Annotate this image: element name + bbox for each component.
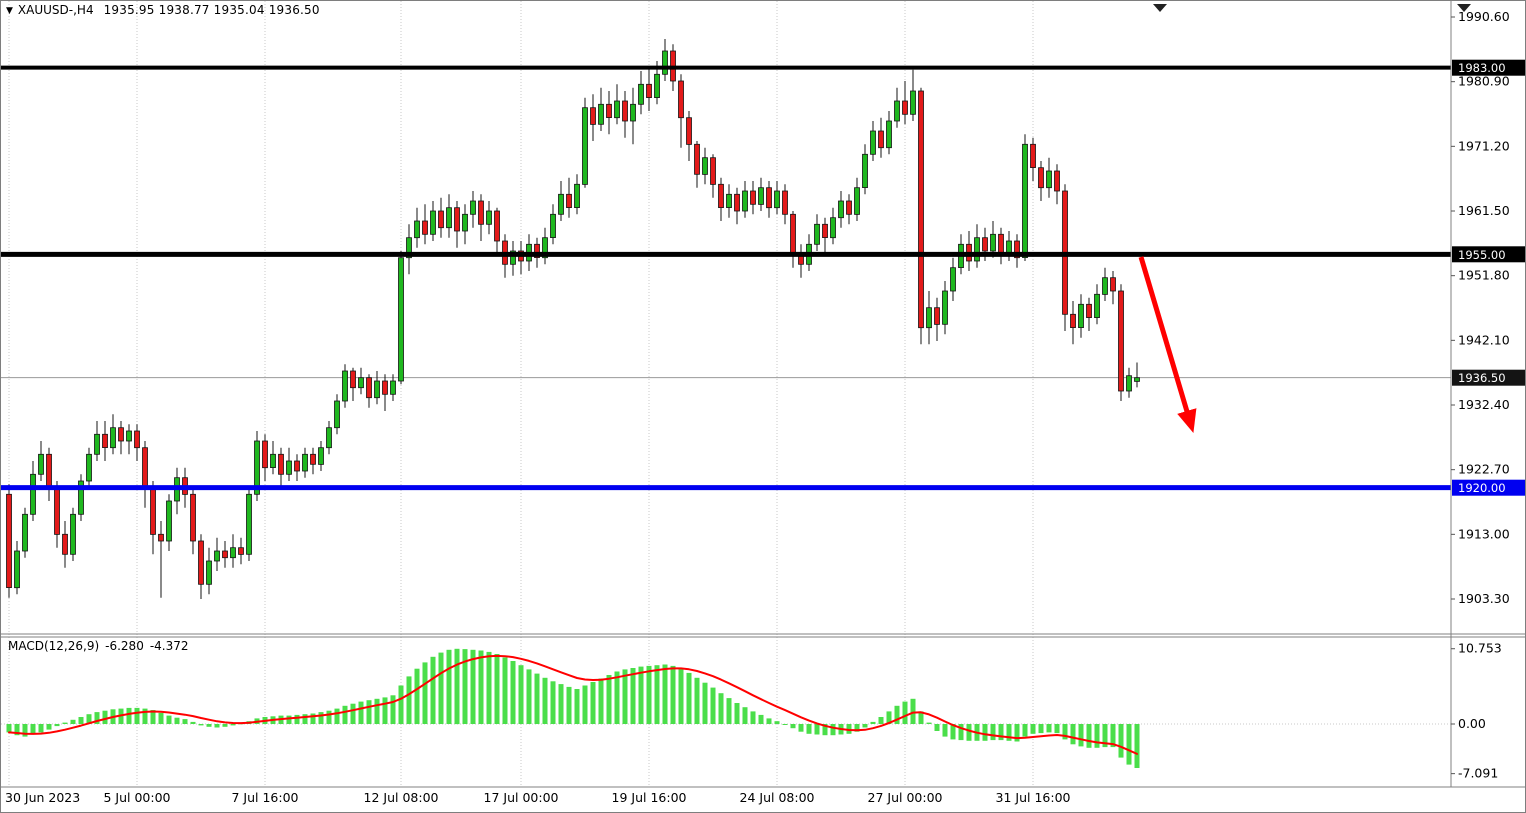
svg-text:0.00: 0.00 xyxy=(1458,716,1486,731)
svg-text:-7.091: -7.091 xyxy=(1458,766,1498,781)
svg-text:1951.80: 1951.80 xyxy=(1458,268,1510,283)
svg-text:1932.40: 1932.40 xyxy=(1458,397,1510,412)
axis-corner-marker xyxy=(1457,4,1471,12)
svg-text:5 Jul 00:00: 5 Jul 00:00 xyxy=(103,790,170,805)
symbol-ohlc-header: ▼ XAUUSD-,H4 1935.95 1938.77 1935.04 1936.… xyxy=(6,3,320,17)
svg-text:1936.50: 1936.50 xyxy=(1458,371,1506,385)
macd-signal-line xyxy=(8,654,1138,755)
svg-text:27 Jul 00:00: 27 Jul 00:00 xyxy=(868,790,943,805)
price-axis[interactable]: 1990.60 1980.90 1971.20 1961.50 1951.80 1942.… xyxy=(1451,9,1526,606)
svg-text:24 Jul 08:00: 24 Jul 08:00 xyxy=(740,790,815,805)
svg-text:1990.60: 1990.60 xyxy=(1458,9,1510,24)
svg-text:17 Jul 00:00: 17 Jul 00:00 xyxy=(484,790,559,805)
macd-histogram xyxy=(6,648,1140,768)
svg-text:1971.20: 1971.20 xyxy=(1458,138,1510,153)
svg-text:1983.00: 1983.00 xyxy=(1458,61,1506,75)
symbol-period-label: XAUUSD-,H4 xyxy=(17,3,94,17)
candles-layer xyxy=(6,39,1140,599)
macd-axis: 10.753 0.00 -7.091 xyxy=(1451,641,1502,781)
grid-layer xyxy=(1,1,1451,787)
svg-text:30 Jun 2023: 30 Jun 2023 xyxy=(5,790,80,805)
time-axis[interactable]: 30 Jun 2023 5 Jul 00:00 7 Jul 16:00 12 Jul … xyxy=(5,790,1071,805)
trend-arrow[interactable] xyxy=(1138,256,1197,434)
chart-shift-marker xyxy=(1153,4,1167,12)
svg-text:7 Jul 16:00: 7 Jul 16:00 xyxy=(231,790,298,805)
macd-name: MACD(12,26,9) xyxy=(8,639,100,653)
macd-indicator-title: MACD(12,26,9) -6.280 -4.372 xyxy=(8,639,195,653)
svg-text:10.753: 10.753 xyxy=(1458,641,1502,656)
svg-text:1922.70: 1922.70 xyxy=(1458,462,1510,477)
svg-text:19 Jul 16:00: 19 Jul 16:00 xyxy=(612,790,687,805)
svg-text:1903.30: 1903.30 xyxy=(1458,591,1510,606)
svg-text:1920.00: 1920.00 xyxy=(1458,481,1506,495)
svg-text:1980.90: 1980.90 xyxy=(1458,74,1510,89)
svg-text:12 Jul 08:00: 12 Jul 08:00 xyxy=(364,790,439,805)
svg-text:1913.00: 1913.00 xyxy=(1458,526,1510,541)
svg-text:1942.10: 1942.10 xyxy=(1458,332,1510,347)
ohlc-values: 1935.95 1938.77 1935.04 1936.50 xyxy=(103,3,320,17)
macd-main-value: -6.280 xyxy=(105,639,144,653)
svg-text:31 Jul 16:00: 31 Jul 16:00 xyxy=(996,790,1071,805)
collapse-triangle-icon[interactable]: ▼ xyxy=(6,6,13,16)
macd-signal-value: -4.372 xyxy=(149,639,189,653)
svg-text:1955.00: 1955.00 xyxy=(1458,248,1506,262)
panel-frame xyxy=(1,1,1525,788)
svg-text:1961.50: 1961.50 xyxy=(1458,203,1510,218)
